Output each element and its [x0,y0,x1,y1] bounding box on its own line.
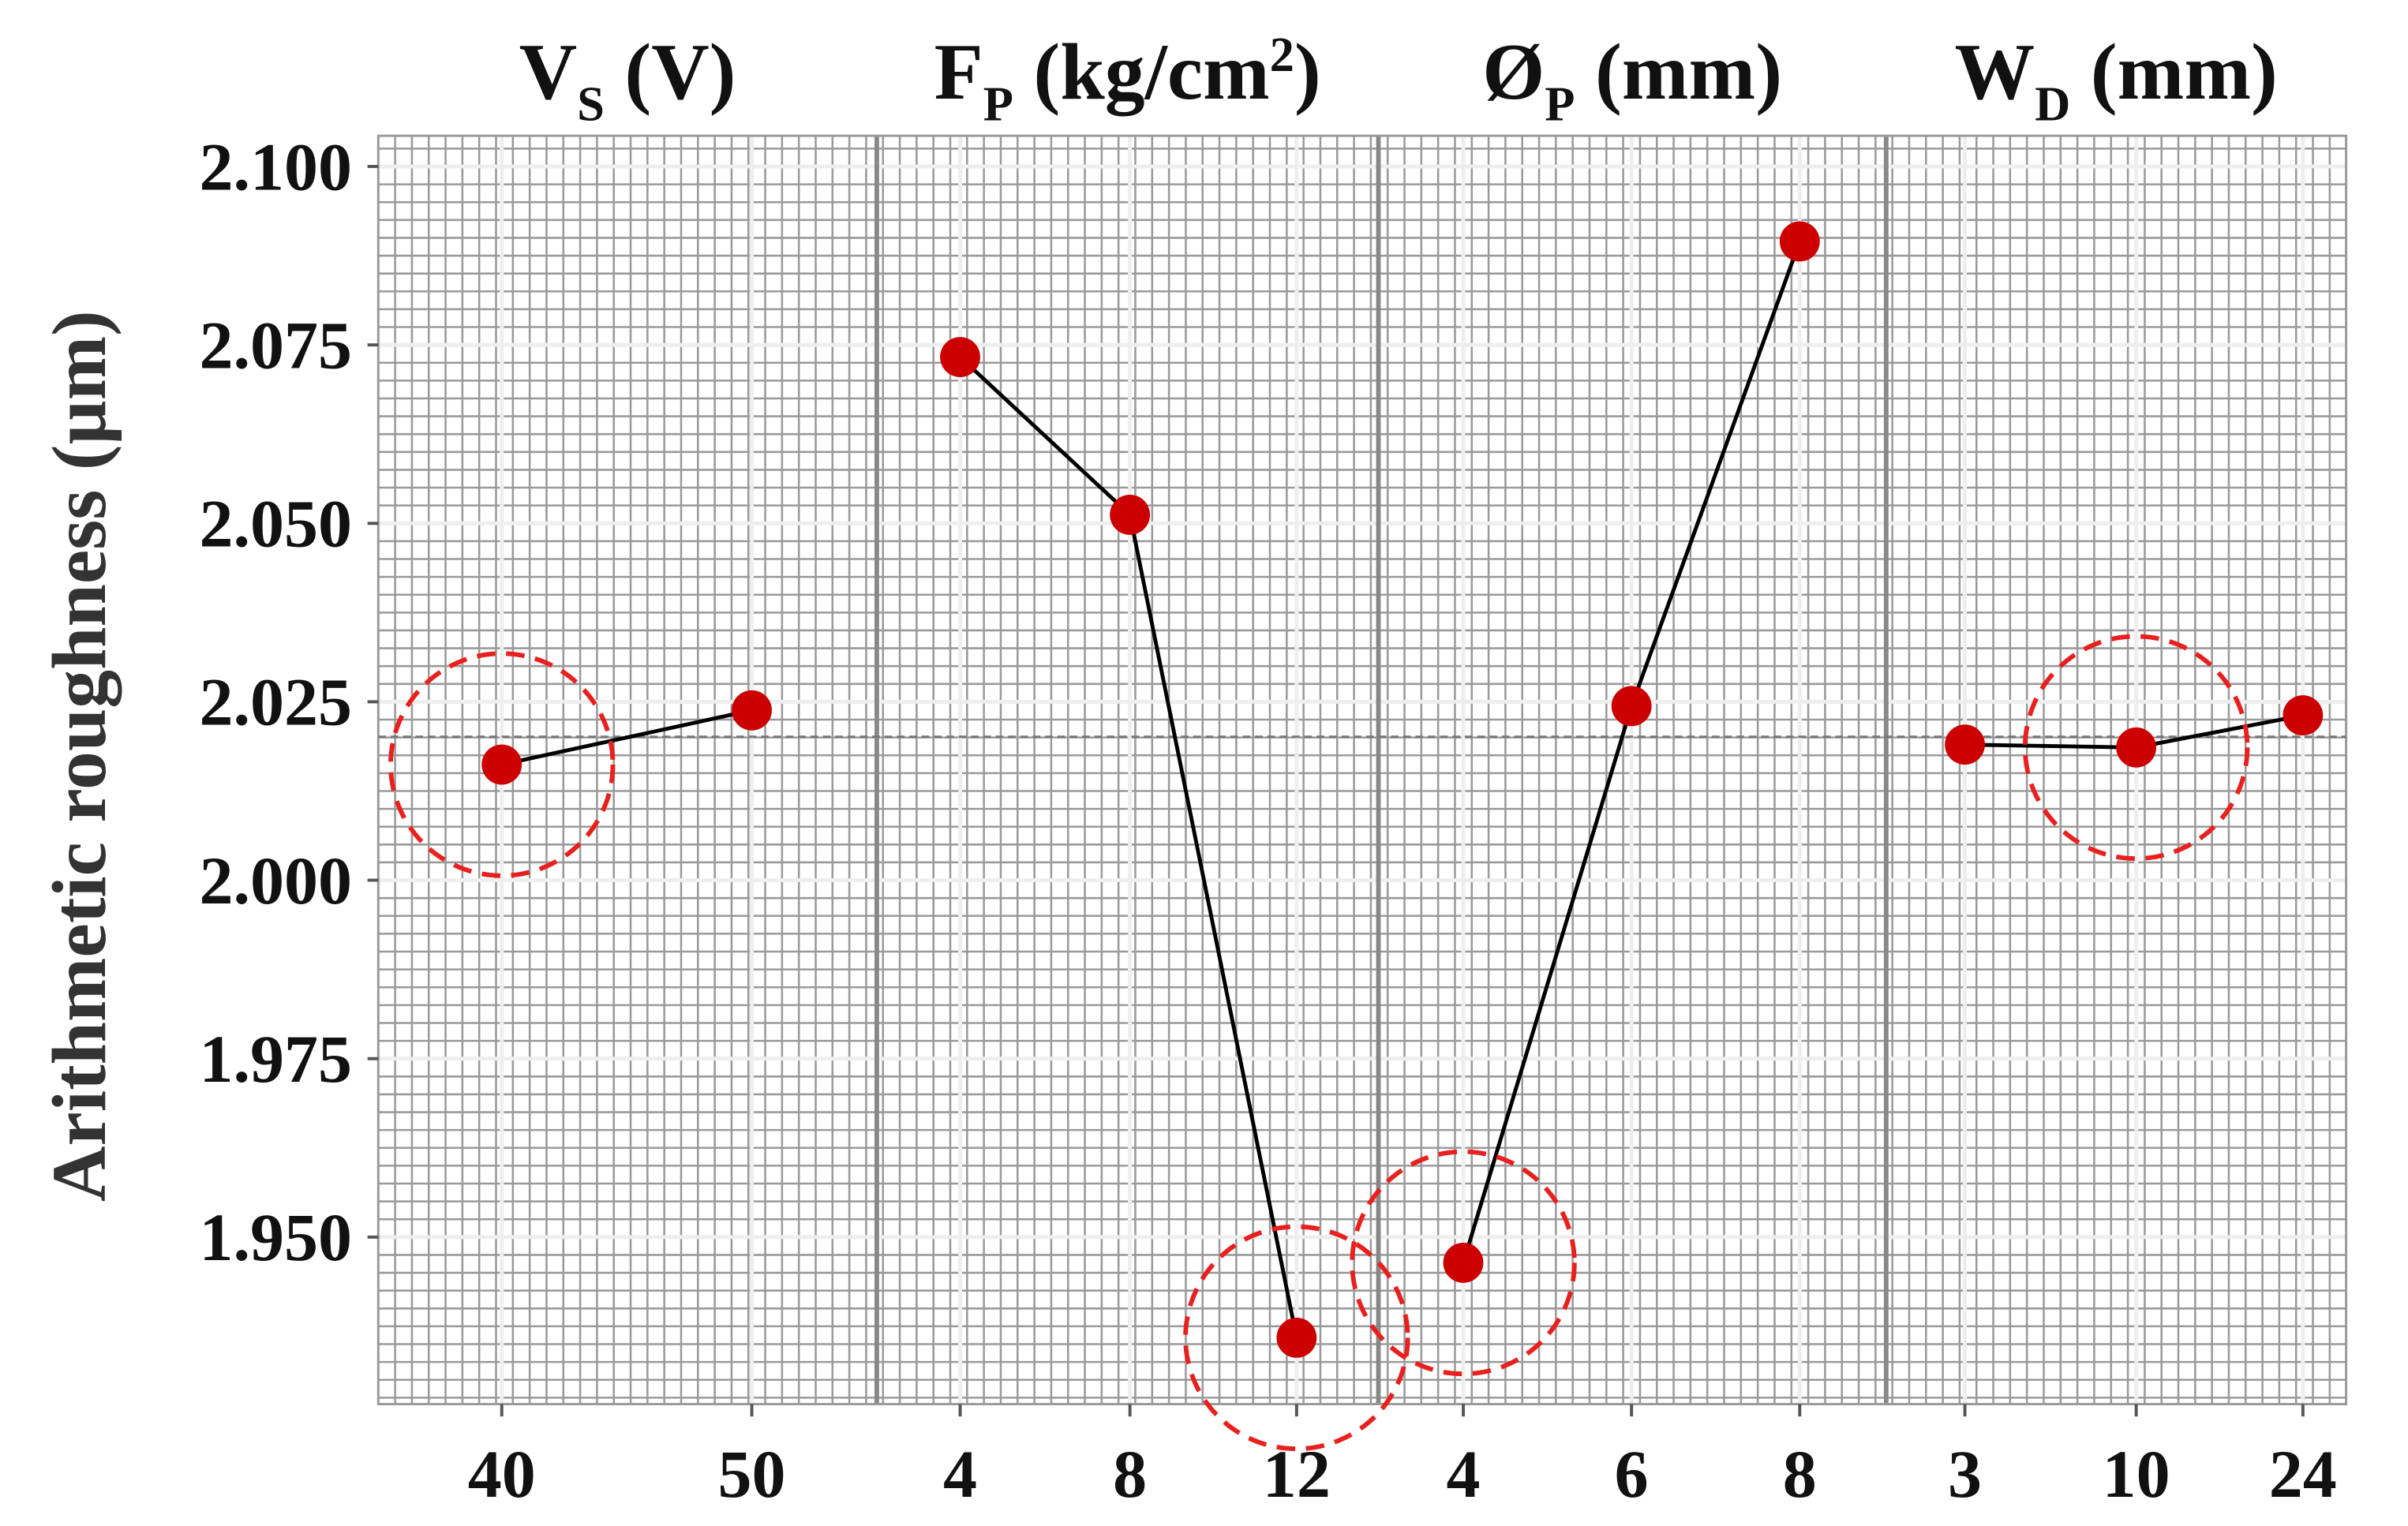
title-symbol: W [1955,27,2035,116]
x-tick-label: 8 [1113,1436,1147,1512]
title-unit-end: ) [1294,27,1321,116]
title-unit: (mm) [2070,27,2278,116]
title-unit: (mm) [1575,27,1783,116]
optimal-level-highlight [388,651,616,878]
title-unit: (kg/cm [1013,27,1270,116]
x-tick-label: 40 [468,1436,536,1512]
panel-title: WD (mm) [1955,27,2278,131]
data-point [940,337,980,377]
x-tick-label: 6 [1615,1436,1649,1512]
data-point [2283,695,2324,736]
title-subscript: S [577,77,605,132]
x-tick-label: 10 [2103,1436,2170,1512]
x-tick-label: 50 [718,1436,786,1512]
y-tick-label: 1.950 [199,1199,352,1275]
title-symbol: F [934,27,983,116]
y-axis-label: Arithmetic roughness (µm) [37,310,122,1202]
x-tick-label: 4 [943,1436,977,1512]
y-tick-label: 2.075 [199,307,352,383]
plot-marks [378,221,2346,1452]
y-tick-label: 2.000 [199,843,352,918]
data-point [2116,727,2157,768]
grid [376,134,2348,1405]
y-tick-label: 2.025 [199,664,352,740]
title-subscript: P [983,77,1013,132]
y-tick-label: 1.975 [199,1021,352,1097]
data-point [481,744,522,785]
data-point [1276,1317,1317,1358]
data-point [1611,686,1652,727]
panel-title: VS (V) [519,27,736,131]
x-tick-label: 12 [1263,1436,1331,1512]
x-tick-label: 4 [1447,1436,1481,1512]
x-tick-label: 3 [1948,1436,1982,1512]
panel-title: FP (kg/cm2) [934,27,1321,132]
x-tick-label: 8 [1783,1436,1817,1512]
optimal-level-highlight [1183,1224,1410,1452]
optimal-level-highlight [1350,1149,1577,1377]
x-tick-label: 24 [2269,1436,2337,1512]
data-point [1779,221,1820,262]
title-symbol: Ø [1482,27,1545,116]
series-line [501,708,753,767]
title-unit: (V) [605,27,736,116]
data-point [732,690,772,731]
axes: 1.950 1.975 2.000 2.025 2.050 2.075 2.100 40 50 4… [199,129,2336,1512]
plot-frame [376,134,2348,1405]
title-symbol: V [519,27,577,116]
title-subscript: P [1545,77,1575,132]
title-superscript: 2 [1270,27,1294,82]
data-point [1443,1242,1484,1283]
y-tick-label: 2.100 [199,129,352,204]
panel-titles: VS (V) FP (kg/cm2) ØP (mm) WD (mm) [519,27,2278,132]
data-point [1110,494,1151,535]
panel-title: ØP (mm) [1482,27,1782,131]
title-subscript: D [2035,77,2070,132]
data-point [1945,724,1985,765]
y-tick-label: 2.050 [199,486,352,562]
